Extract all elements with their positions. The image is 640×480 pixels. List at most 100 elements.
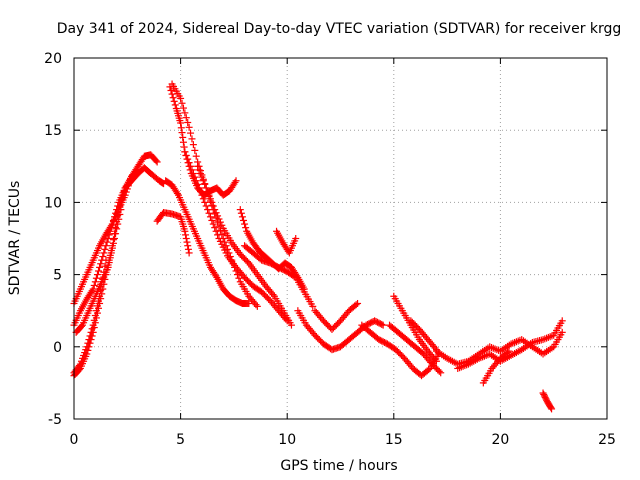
data-point xyxy=(182,231,190,239)
data-point xyxy=(184,118,192,126)
series-track-5 xyxy=(70,256,110,377)
x-tick-label: 25 xyxy=(598,432,616,448)
series-track-11 xyxy=(194,162,295,329)
x-tick-label: 0 xyxy=(70,432,79,448)
data-point xyxy=(253,302,261,310)
series-track-18 xyxy=(386,321,445,377)
data-point xyxy=(85,336,93,344)
data-point xyxy=(198,173,206,181)
data-point xyxy=(93,271,101,279)
data-point xyxy=(204,188,212,196)
x-axis-label: GPS time / hours xyxy=(280,458,397,474)
data-point xyxy=(547,404,555,412)
data-point xyxy=(191,173,199,181)
data-point xyxy=(237,209,245,217)
data-point xyxy=(242,224,250,232)
data-point xyxy=(181,109,189,117)
data-point xyxy=(287,321,295,329)
data-point xyxy=(83,343,91,351)
data-point xyxy=(179,138,187,146)
y-tick-label: 10 xyxy=(44,195,62,211)
y-tick-label: 15 xyxy=(44,123,62,139)
data-point xyxy=(309,302,317,310)
series-track-20 xyxy=(407,317,440,354)
data-point xyxy=(189,170,197,178)
data-point xyxy=(206,213,214,221)
data-point xyxy=(184,245,192,253)
data-point xyxy=(188,166,196,174)
data-point xyxy=(189,141,197,149)
data-point xyxy=(194,180,202,188)
data-point xyxy=(218,221,226,229)
x-tick-label: 20 xyxy=(491,432,509,448)
data-point xyxy=(235,274,243,282)
x-tick-label: 15 xyxy=(385,432,403,448)
data-point xyxy=(211,206,219,214)
data-point xyxy=(182,235,190,242)
y-axis-label: SDTVAR / TECUs xyxy=(7,181,23,296)
data-point xyxy=(505,347,513,355)
data-point xyxy=(211,224,219,232)
series-track-13 xyxy=(241,242,317,310)
data-point xyxy=(187,129,195,137)
data-point xyxy=(504,348,512,356)
data-point xyxy=(378,320,386,328)
data-point xyxy=(192,152,200,160)
data-point xyxy=(292,235,300,242)
data-point xyxy=(179,133,187,141)
data-point xyxy=(101,262,109,270)
data-point xyxy=(125,179,133,187)
data-point xyxy=(111,235,119,242)
series-track-16 xyxy=(311,299,362,333)
data-point xyxy=(425,366,433,374)
data-point xyxy=(133,168,141,176)
data-point xyxy=(185,159,193,167)
y-tick-label: 5 xyxy=(53,268,62,284)
data-point xyxy=(437,369,445,377)
data-point xyxy=(354,299,362,307)
data-point xyxy=(214,212,222,220)
data-point xyxy=(180,143,188,151)
data-point xyxy=(208,198,216,206)
data-point xyxy=(201,180,209,188)
data-point xyxy=(435,367,443,375)
plot-frame xyxy=(73,57,608,420)
data-point xyxy=(269,291,277,299)
data-point xyxy=(100,249,108,257)
data-point xyxy=(182,114,190,122)
data-point xyxy=(178,99,186,107)
data-point xyxy=(204,206,212,214)
data-point xyxy=(113,225,121,233)
series-track-14 xyxy=(273,227,300,257)
data-point xyxy=(112,230,120,238)
data-point xyxy=(114,220,122,228)
data-point xyxy=(121,191,129,199)
data-point xyxy=(432,357,440,365)
series-track-15 xyxy=(294,307,387,354)
data-point xyxy=(178,129,186,137)
data-point xyxy=(177,124,185,132)
data-point xyxy=(88,287,96,295)
data-point xyxy=(102,242,110,250)
data-point xyxy=(236,206,244,214)
data-point xyxy=(184,155,192,163)
data-point xyxy=(122,188,130,196)
data-point xyxy=(108,244,116,252)
data-point xyxy=(87,328,95,336)
data-point xyxy=(88,325,96,333)
data-points xyxy=(70,80,566,413)
data-point xyxy=(98,280,106,288)
data-point xyxy=(209,220,217,228)
data-point xyxy=(177,119,185,127)
series-track-1 xyxy=(70,151,161,380)
data-point xyxy=(97,260,105,268)
data-point xyxy=(104,263,112,271)
data-point xyxy=(205,191,213,199)
data-point xyxy=(117,206,125,214)
data-point xyxy=(188,135,196,143)
data-point xyxy=(177,94,185,102)
data-point xyxy=(77,322,85,330)
data-point xyxy=(170,97,178,105)
data-point xyxy=(196,170,204,178)
data-point xyxy=(199,195,207,203)
